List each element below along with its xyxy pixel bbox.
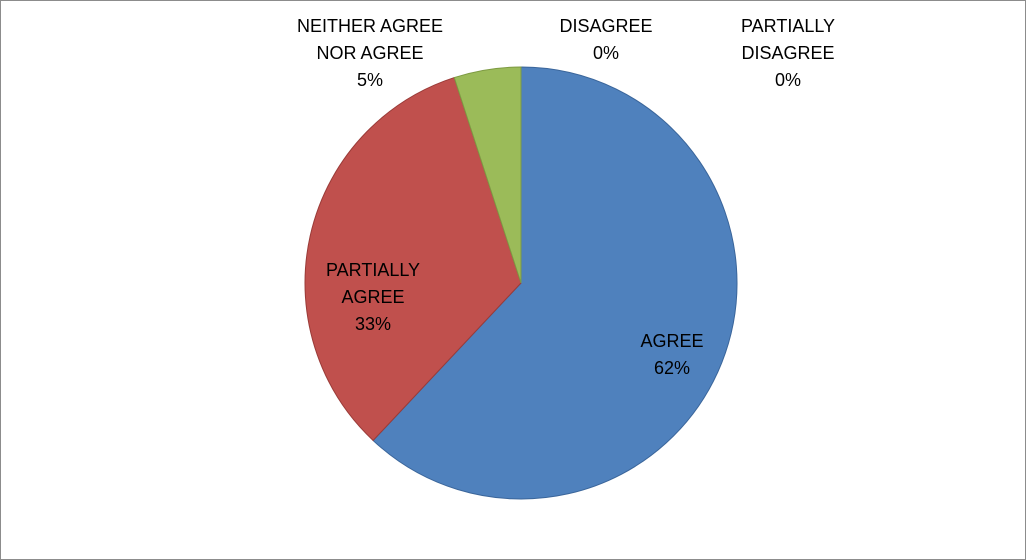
data-label-line: NOR AGREE xyxy=(316,43,423,63)
data-label-line: AGREE xyxy=(640,331,703,351)
data-label-agree: AGREE 62% xyxy=(640,331,703,378)
data-label-line: 0% xyxy=(775,70,801,90)
data-label-partially-disagree: PARTIALLY DISAGREE 0% xyxy=(741,16,835,90)
data-label-line: DISAGREE xyxy=(559,16,652,36)
data-label-line: PARTIALLY xyxy=(741,16,835,36)
pie-slice-partially-agree xyxy=(304,76,522,442)
data-label-neither-agree-nor-agree: NEITHER AGREE NOR AGREE 5% xyxy=(297,16,443,90)
data-label-disagree: DISAGREE 0% xyxy=(559,16,652,63)
pie-slice-neither-agree-nor-agree xyxy=(453,66,522,284)
data-label-line: 0% xyxy=(593,43,619,63)
data-label-line: 33% xyxy=(355,314,391,334)
data-label-line: 62% xyxy=(654,358,690,378)
pie-slice-agree xyxy=(372,66,738,500)
data-label-partially-agree: PARTIALLY AGREE 33% xyxy=(326,260,420,334)
data-label-line: AGREE xyxy=(341,287,404,307)
data-label-line: DISAGREE xyxy=(741,43,834,63)
slices-layer xyxy=(304,66,738,500)
labels-layer: AGREE 62% PARTIALLY AGREE 33% NEITHER AGREE NO… xyxy=(297,16,835,378)
data-label-line: 5% xyxy=(357,70,383,90)
data-label-line: NEITHER AGREE xyxy=(297,16,443,36)
data-label-line: PARTIALLY xyxy=(326,260,420,280)
